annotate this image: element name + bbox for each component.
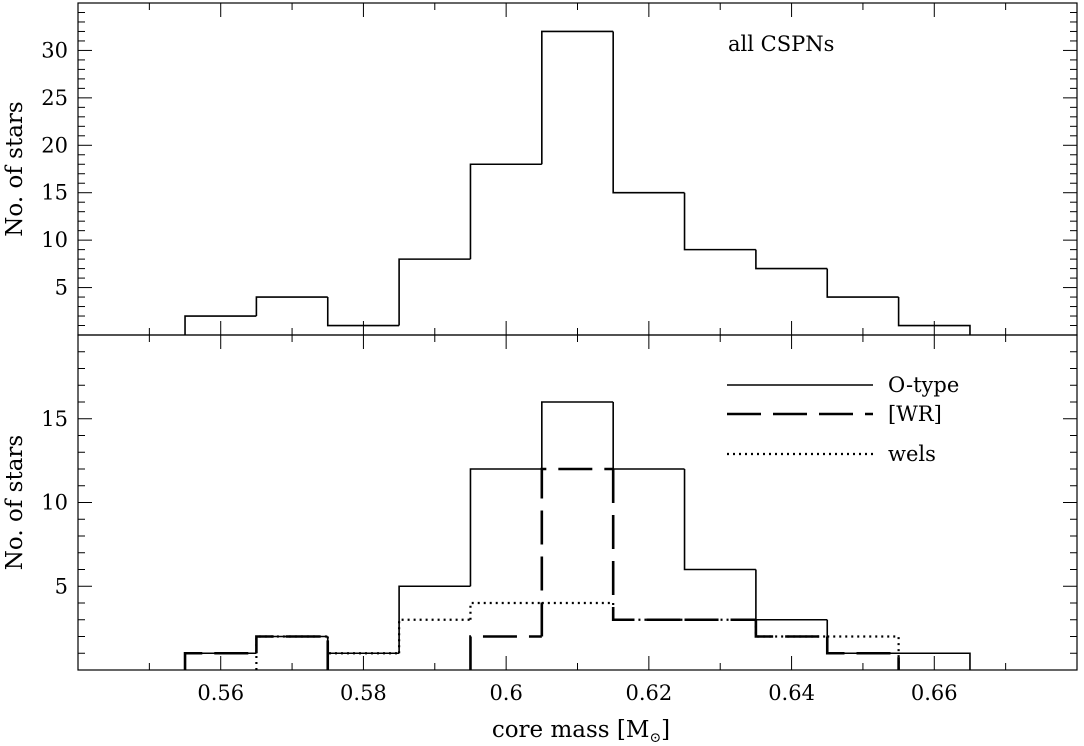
legend-label-wr: [WR] xyxy=(888,402,942,426)
legend-label-wels: wels xyxy=(888,442,936,466)
bottom-series-wr xyxy=(183,467,900,670)
bottom-xtick-label: 0.62 xyxy=(625,681,672,705)
bottom-xtick-label: 0.66 xyxy=(911,681,958,705)
top-ylabel: No. of stars xyxy=(2,101,28,236)
bottom-xtick-label: 0.64 xyxy=(768,681,815,705)
top-ytick-label: 15 xyxy=(41,181,68,205)
top-ytick-label: 30 xyxy=(41,38,68,62)
x-axis-label: core mass [M⊙] xyxy=(492,717,670,746)
bottom-xtick-label: 0.58 xyxy=(340,681,387,705)
legend-label-otype: O-type xyxy=(888,373,959,397)
bottom-series-otype xyxy=(184,401,971,670)
top-annotation: all CSPNs xyxy=(728,32,834,56)
bottom-xtick-label: 0.6 xyxy=(489,681,522,705)
top-series-all xyxy=(184,30,971,335)
bottom-ylabel: No. of stars xyxy=(2,435,28,570)
top-panel-frame xyxy=(77,2,1078,336)
top-ytick-label: 25 xyxy=(41,86,68,110)
bottom-ytick-label: 5 xyxy=(55,574,68,598)
top-ytick-label: 5 xyxy=(55,276,68,300)
top-ytick-label: 20 xyxy=(41,133,68,157)
top-ytick-label: 10 xyxy=(41,228,68,252)
bottom-ytick-label: 10 xyxy=(41,491,68,515)
bottom-ytick-label: 15 xyxy=(41,407,68,431)
bottom-xtick-label: 0.56 xyxy=(197,681,244,705)
